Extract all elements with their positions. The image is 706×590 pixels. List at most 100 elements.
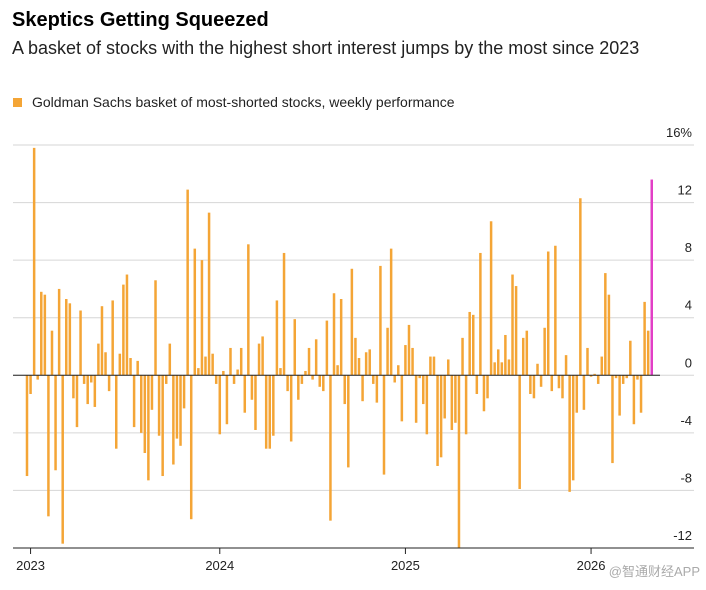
bar: [218, 375, 222, 435]
bar: [57, 288, 61, 376]
bar: [107, 375, 111, 392]
bar: [279, 368, 282, 376]
bar: [104, 352, 107, 376]
y-tick-label: -4: [680, 413, 692, 428]
bar: [118, 353, 122, 376]
bar: [207, 212, 211, 376]
bar: [600, 356, 604, 376]
bar: [614, 375, 618, 379]
bar: [43, 294, 47, 376]
bar: [307, 347, 311, 376]
bar: [232, 375, 236, 384]
bar: [454, 375, 457, 423]
bar: [343, 375, 346, 405]
bar: [646, 330, 650, 376]
bar: [511, 274, 514, 376]
bar: [429, 356, 432, 376]
bar: [407, 324, 411, 376]
bar: [82, 375, 86, 384]
bar: [154, 280, 157, 376]
bar: [507, 359, 511, 376]
bar: [275, 300, 279, 376]
bar: [382, 375, 386, 475]
bar: [564, 355, 568, 376]
bar: [225, 375, 229, 425]
bar: [61, 375, 64, 544]
bar: [222, 370, 225, 376]
subtitle-line: A basket of stocks with the highest shor…: [12, 38, 639, 58]
y-tick-label: -8: [680, 470, 692, 485]
bar: [336, 365, 339, 376]
bar: [72, 375, 75, 399]
bar: [182, 375, 186, 409]
bar: [611, 375, 614, 464]
bar: [504, 334, 507, 376]
bar: [629, 340, 632, 376]
bar: [589, 375, 593, 377]
bar: [100, 306, 104, 376]
bar: [250, 375, 254, 400]
bar: [389, 248, 393, 376]
bar: [404, 345, 407, 376]
bar: [593, 373, 596, 376]
bar: [90, 375, 93, 383]
bar: [214, 375, 218, 384]
bar: [447, 359, 450, 376]
bar: [147, 375, 150, 481]
bar: [457, 375, 461, 548]
bar: [311, 375, 314, 380]
bar: [282, 252, 286, 376]
bar: [461, 337, 464, 376]
bar: [79, 310, 82, 376]
chart-title: Skeptics Getting Squeezed: [12, 9, 269, 31]
bar: [332, 293, 336, 376]
bar: [157, 375, 161, 436]
bar: [257, 343, 261, 376]
bar: [525, 330, 529, 376]
bar: [579, 198, 582, 376]
bar: [539, 375, 543, 387]
bar: [36, 375, 39, 380]
bar: [475, 375, 479, 394]
bar: [486, 375, 489, 399]
bar: [464, 375, 468, 435]
bar: [175, 375, 179, 439]
bar: [161, 375, 164, 477]
y-tick-label: 16%: [666, 125, 692, 140]
bar: [68, 303, 72, 376]
bar: [347, 375, 350, 468]
bar: [639, 375, 643, 413]
bar: [300, 375, 304, 384]
bar: [164, 375, 168, 384]
bar: [136, 360, 139, 376]
bar: [532, 375, 536, 399]
bar: [422, 375, 425, 405]
bar: [393, 375, 396, 383]
bar: [125, 274, 129, 376]
bar: [482, 375, 486, 412]
bar: [536, 363, 539, 376]
y-tick-label: -12: [673, 528, 692, 543]
bar: [261, 336, 264, 376]
bar: [322, 375, 325, 392]
bar: [243, 375, 247, 413]
y-tick-label: 8: [685, 240, 692, 255]
bar: [500, 362, 504, 376]
bar: [286, 375, 289, 392]
bar: [236, 369, 239, 376]
y-tick-label: 12: [678, 183, 692, 198]
bar: [575, 375, 579, 413]
bar: [186, 189, 189, 376]
bar: [489, 221, 493, 376]
bar: [211, 353, 214, 376]
bar: [468, 311, 471, 376]
bar: [432, 356, 436, 376]
bar: [132, 375, 136, 428]
bar: [264, 375, 268, 449]
bar: [543, 327, 546, 376]
bar: [400, 375, 404, 422]
bar: [618, 375, 621, 416]
bar: [379, 265, 382, 376]
x-tick-label: 2024: [205, 558, 234, 573]
